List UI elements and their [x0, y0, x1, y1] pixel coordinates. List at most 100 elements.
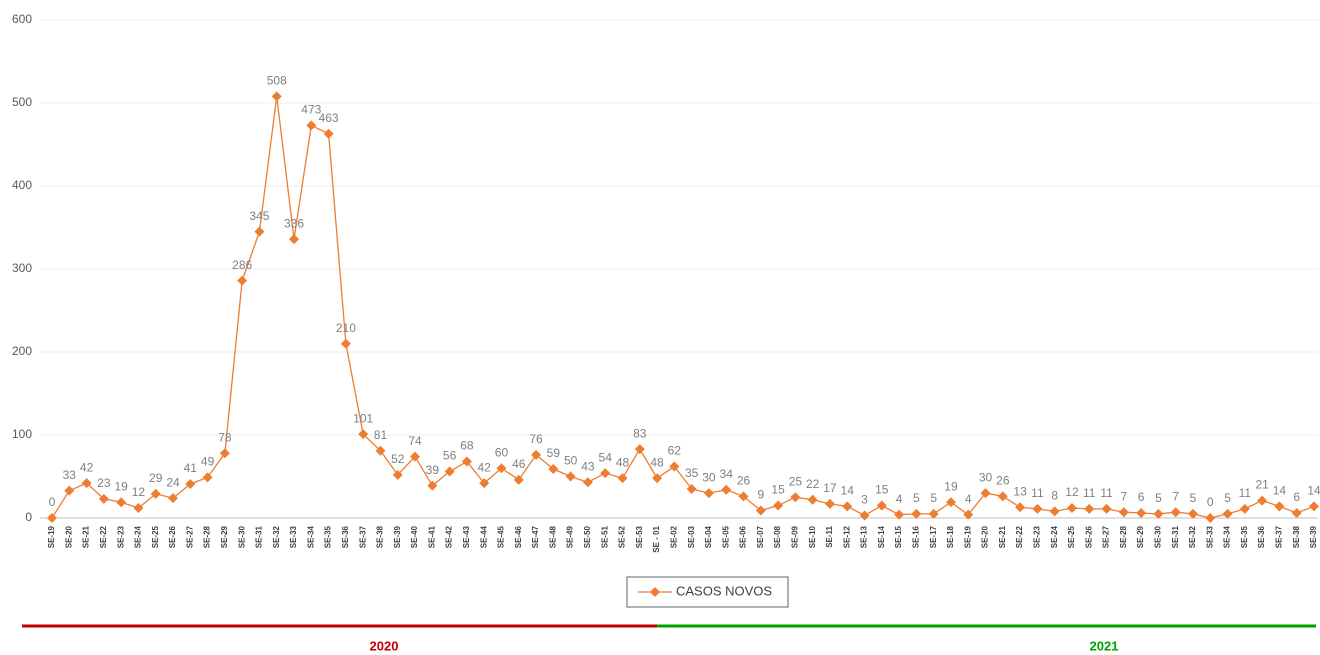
- x-tick-label: SE-45: [497, 525, 506, 548]
- x-tick-label: SE-49: [566, 525, 575, 548]
- marker: [669, 461, 680, 472]
- marker: [444, 466, 455, 477]
- x-tick-label: SE-23: [1033, 525, 1042, 548]
- marker: [945, 497, 956, 508]
- data-label: 59: [547, 446, 561, 460]
- x-tick-label: SE-24: [1050, 525, 1059, 548]
- x-tick-label: SE-42: [445, 525, 454, 548]
- line: [51, 96, 1315, 519]
- x-tick-label: SE-37: [1275, 525, 1284, 548]
- data-label: 11: [1083, 486, 1096, 500]
- x-tick-label: SE-22: [99, 525, 108, 548]
- data-label: 5: [1155, 491, 1162, 505]
- data-label: 42: [478, 460, 492, 474]
- marker: [98, 493, 109, 504]
- data-label: 30: [702, 470, 716, 484]
- x-tick-label: SE-11: [825, 525, 834, 547]
- marker: [1084, 503, 1095, 514]
- x-tick-label: SE-29: [220, 525, 229, 548]
- legend-marker: [650, 587, 660, 597]
- x-tick-label: SE-34: [306, 525, 315, 548]
- marker: [1222, 508, 1233, 519]
- marker: [254, 226, 265, 237]
- data-label: 78: [218, 430, 232, 444]
- marker: [824, 498, 835, 509]
- data-label: 4: [896, 492, 903, 506]
- marker: [81, 478, 92, 489]
- marker: [185, 478, 196, 489]
- x-tick-label: SE-08: [773, 525, 782, 548]
- marker: [1118, 507, 1129, 518]
- x-tick-label: SE-06: [739, 525, 748, 548]
- marker: [427, 480, 438, 491]
- x-tick-label: SE-29: [1136, 525, 1145, 548]
- data-label: 74: [408, 434, 422, 448]
- x-tick-label: SE-38: [1292, 525, 1301, 548]
- marker: [773, 500, 784, 511]
- data-label: 5: [1190, 491, 1197, 505]
- marker: [652, 473, 663, 484]
- marker: [323, 128, 334, 139]
- data-label: 17: [823, 481, 837, 495]
- data-label: 25: [789, 474, 803, 488]
- y-tick-label: 500: [12, 95, 32, 109]
- data-label: 11: [1031, 486, 1044, 500]
- x-tick-label: SE-05: [721, 525, 730, 548]
- x-tick-label: SE-36: [341, 525, 350, 548]
- data-label: 210: [336, 321, 356, 335]
- marker: [617, 473, 628, 484]
- data-label: 14: [1273, 484, 1287, 498]
- data-label: 4: [965, 492, 972, 506]
- marker: [911, 508, 922, 519]
- data-label: 81: [374, 428, 388, 442]
- data-label: 41: [184, 461, 198, 475]
- x-tick-label: SE-14: [877, 525, 886, 548]
- marker: [928, 508, 939, 519]
- x-tick-label: SE-41: [427, 525, 436, 548]
- marker: [1187, 508, 1198, 519]
- data-label: 43: [581, 459, 595, 473]
- x-tick-label: SE-27: [185, 525, 194, 548]
- x-tick-label: SE-31: [1171, 525, 1180, 548]
- data-label: 30: [979, 470, 993, 484]
- marker: [340, 338, 351, 349]
- x-tick-label: SE-46: [514, 525, 523, 548]
- y-tick-label: 0: [25, 510, 32, 524]
- data-label: 5: [1224, 491, 1231, 505]
- marker: [600, 468, 611, 479]
- marker: [496, 463, 507, 474]
- x-tick-label: SE-40: [410, 525, 419, 548]
- data-label: 29: [149, 471, 163, 485]
- marker: [1049, 506, 1060, 517]
- data-label: 0: [49, 495, 56, 509]
- data-label: 8: [1051, 489, 1058, 503]
- x-tick-label: SE-47: [531, 525, 540, 548]
- marker: [1239, 503, 1250, 514]
- data-label: 11: [1239, 486, 1252, 500]
- marker: [271, 91, 282, 102]
- marker: [859, 510, 870, 521]
- data-label: 49: [201, 455, 215, 469]
- data-label: 62: [668, 444, 682, 458]
- x-tick-label: SE-25: [1067, 525, 1076, 548]
- marker: [1101, 503, 1112, 514]
- marker: [1257, 495, 1268, 506]
- marker: [479, 478, 490, 489]
- data-label: 6: [1293, 490, 1300, 504]
- data-label: 83: [633, 426, 647, 440]
- x-tick-label: SE-02: [669, 525, 678, 548]
- marker: [150, 488, 161, 499]
- data-label: 12: [1065, 485, 1079, 499]
- legend-label: CASOS NOVOS: [676, 583, 772, 598]
- x-tick-label: SE-27: [1102, 525, 1111, 548]
- data-label: 60: [495, 445, 509, 459]
- data-label: 14: [1307, 484, 1320, 498]
- marker: [358, 429, 369, 440]
- x-tick-label: SE-15: [894, 525, 903, 548]
- data-label: 19: [944, 479, 958, 493]
- x-tick-label: SE-53: [635, 525, 644, 548]
- x-tick-label: SE-35: [1240, 525, 1249, 548]
- x-tick-label: SE-35: [324, 525, 333, 548]
- x-tick-label: SE-04: [704, 525, 713, 548]
- x-tick-label: SE-20: [64, 525, 73, 548]
